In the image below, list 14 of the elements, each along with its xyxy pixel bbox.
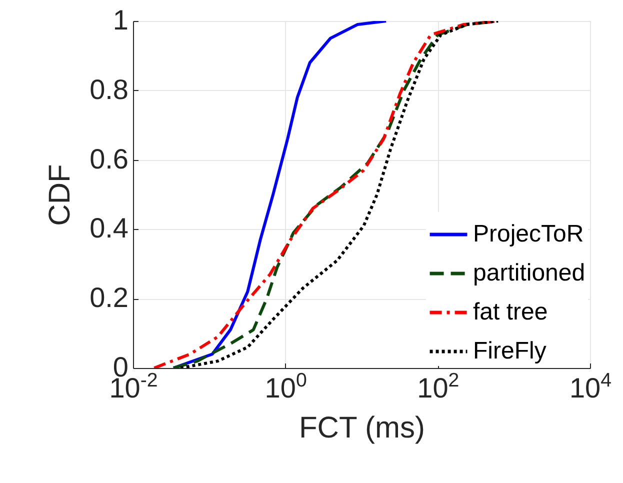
y-tick-label: 0.6	[90, 143, 128, 174]
x-tick-label: 10$^{0}$	[264, 370, 307, 404]
y-tick-label: 0.2	[90, 282, 128, 314]
legend-label: ProjecToR	[473, 220, 584, 248]
y-axis-title: CDF	[44, 164, 77, 226]
y-tick-label: 0.8	[90, 74, 128, 105]
x-tick-label: 10$^{2}$	[417, 370, 460, 404]
legend-label: fat tree	[473, 298, 548, 326]
x-tick-label: 10$^{4}$	[569, 370, 612, 404]
y-tick-label: 0.4	[90, 212, 128, 244]
legend-label: FireFly	[473, 338, 546, 364]
x-axis-title: FCT (ms)	[298, 412, 426, 444]
legend-label: partitioned	[473, 260, 586, 286]
y-tick-label: 1	[112, 4, 128, 36]
